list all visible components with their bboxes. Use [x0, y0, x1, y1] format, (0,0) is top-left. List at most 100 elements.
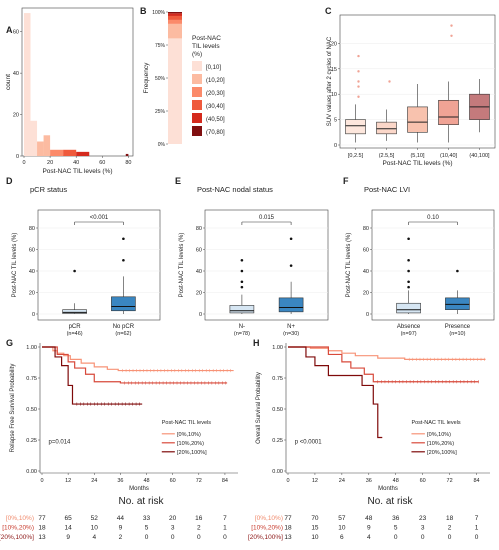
y-axis-label: Frequency [143, 62, 150, 93]
x-tick-label: Absence [397, 324, 421, 330]
risk-count: 13 [38, 534, 46, 541]
legend-swatch [192, 100, 202, 110]
risk-count: 15 [311, 525, 319, 532]
risk-count: 0 [448, 534, 452, 541]
legend-title: (%) [192, 51, 202, 58]
outlier-point [407, 258, 410, 262]
y-tick-label: 80 [29, 226, 35, 232]
outlier-point [122, 237, 125, 241]
km-survival-curve [288, 346, 486, 360]
risk-table-title: No. at risk [118, 496, 164, 507]
km-survival-curve [288, 346, 479, 383]
y-axis-label: SUV values after 2 cycles of NAC [327, 36, 333, 126]
histogram-bar [30, 120, 38, 156]
outlier-point [357, 80, 360, 83]
x-tick-label: pCR [69, 324, 82, 330]
y-tick-label: 40 [196, 269, 202, 275]
box [376, 121, 397, 135]
x-tick-label: N+ [287, 324, 295, 330]
stacked-bar-segment [168, 15, 182, 20]
outlier-point [450, 24, 453, 27]
x-tick-label: 12 [312, 478, 318, 484]
y-tick-label: 25% [155, 109, 166, 115]
risk-count: 9 [367, 525, 371, 532]
legend-label: (10,20] [206, 78, 225, 84]
km-survival-curve [42, 346, 228, 384]
panel-letter-a: A [6, 25, 13, 35]
x-tick-label: 84 [222, 478, 228, 484]
x-tick-label: [0,2.5] [348, 153, 364, 159]
y-axis-label: Post-NAC TIL levels (%) [346, 233, 352, 298]
y-tick-label: 0.75 [26, 376, 37, 382]
y-tick-label: 60 [13, 30, 19, 36]
risk-count: 3 [421, 525, 425, 532]
x-axis-label: Post-NAC TIL levels (%) [382, 160, 452, 167]
risk-count: 18 [446, 515, 454, 522]
y-tick-label: 60 [29, 248, 35, 254]
x-axis-label: Months [129, 486, 149, 492]
stacked-bar-segment [168, 23, 182, 39]
group-n-label: (n=62) [115, 331, 131, 337]
panel-title: Post-NAC LVI [364, 185, 410, 194]
risk-count: 6 [340, 534, 344, 541]
x-tick-label: 40 [73, 160, 79, 166]
legend-label: (30,40] [206, 104, 225, 110]
y-tick-label: 0 [199, 312, 202, 318]
panel-letter-c: C [325, 6, 332, 16]
panel-d-frame [37, 209, 161, 321]
y-tick-label: 0% [158, 142, 166, 148]
risk-count: 65 [65, 515, 73, 522]
y-axis-label: Post-NAC TIL levels (%) [179, 233, 185, 298]
km-survival-curve [42, 346, 143, 405]
x-tick-label: 48 [143, 478, 149, 484]
outlier-point [73, 269, 76, 273]
risk-count: 44 [117, 515, 125, 522]
risk-count: 23 [419, 515, 427, 522]
x-tick-label: 60 [99, 160, 105, 166]
legend-label: [0,10] [206, 65, 221, 71]
km-survival-curve [288, 346, 383, 439]
risk-row-label: [20%,100%] [0, 534, 34, 541]
outlier-point [122, 258, 125, 262]
y-tick-label: 5 [334, 118, 337, 124]
panel-letter-g: G [6, 338, 13, 348]
stacked-bar-segment [168, 13, 182, 16]
risk-row-label: [10%,20%) [2, 525, 34, 532]
outlier-point [456, 269, 459, 273]
p-value-label: <0.001 [90, 215, 109, 221]
legend-title: Post-NAC TIL levels [162, 420, 211, 426]
histogram-bar [63, 149, 77, 156]
box [278, 297, 304, 313]
x-tick-label: No pCR [113, 324, 135, 330]
panel-title: pCR status [30, 185, 67, 194]
box [438, 99, 459, 125]
x-tick-label: 84 [473, 478, 479, 484]
risk-count: 18 [284, 525, 292, 532]
y-tick-label: 0.25 [26, 438, 37, 444]
y-tick-label: 80 [196, 226, 202, 232]
legend-swatch [192, 113, 202, 123]
y-tick-label: 50% [155, 76, 166, 82]
risk-count: 0 [145, 534, 149, 541]
risk-count: 7 [223, 515, 227, 522]
p-value-label: 0.10 [427, 215, 439, 221]
legend-swatch [192, 126, 202, 136]
risk-row-label: [10%,20%) [251, 525, 283, 532]
risk-count: 10 [311, 534, 319, 541]
legend-swatch [192, 74, 202, 84]
outlier-point [289, 264, 293, 267]
group-n-label: (n=10) [449, 331, 465, 337]
y-tick-label: 20 [29, 291, 35, 297]
risk-count: 70 [311, 515, 319, 522]
y-tick-label: 1.00 [272, 345, 283, 351]
legend-label: [0%,10%) [427, 432, 451, 438]
outlier-point [357, 95, 360, 98]
y-tick-label: 0 [32, 312, 35, 318]
y-tick-label: 40 [29, 269, 35, 275]
box [396, 302, 421, 314]
risk-row-label: [0%,10%) [255, 515, 283, 522]
risk-row-label: [0%,10%) [6, 515, 34, 522]
y-tick-label: 0 [366, 312, 369, 318]
legend-title: Post-NAC TIL levels [411, 420, 460, 426]
